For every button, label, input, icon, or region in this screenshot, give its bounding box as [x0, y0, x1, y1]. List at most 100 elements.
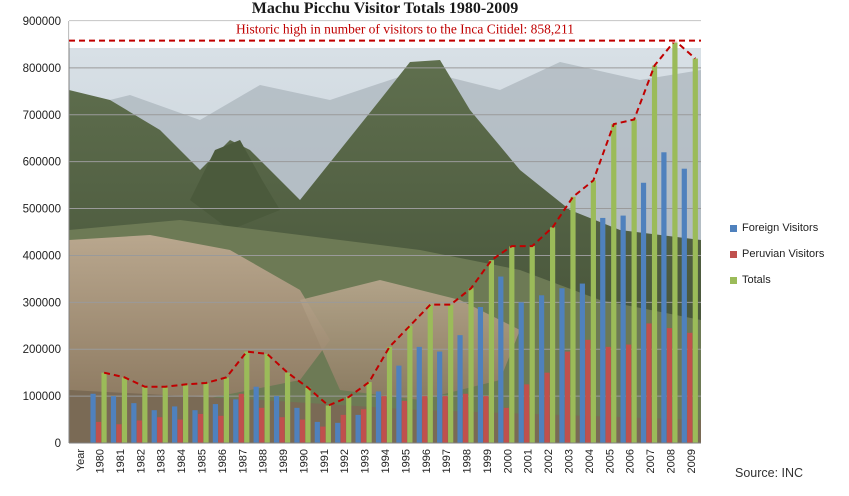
bar-peruvian-visitors — [320, 426, 326, 443]
legend-item-totals: Totals — [730, 270, 824, 290]
bar-foreign-visitors — [90, 393, 96, 443]
x-axis: Year 1980 1981 1982 1983 1984 1985 1986 1987 1988… — [69, 442, 701, 473]
bar-peruvian-visitors — [585, 339, 591, 443]
bar-peruvian-visitors — [401, 400, 407, 443]
bar-foreign-visitors — [457, 335, 463, 443]
x-tick-label: 2008 — [665, 449, 677, 473]
y-tick-label: 300000 — [23, 297, 61, 309]
bar-foreign-visitors — [192, 410, 198, 443]
bar-foreign-visitors — [661, 152, 667, 444]
x-tick-label: 1987 — [237, 449, 249, 473]
bar-foreign-visitors — [477, 307, 484, 443]
bar-foreign-visitors — [538, 295, 545, 443]
bar-peruvian-visitors — [626, 344, 632, 443]
x-tick-label: 2007 — [645, 449, 657, 473]
trend-line — [103, 39, 696, 407]
bar-peruvian-visitors — [116, 424, 122, 443]
bar-totals — [427, 304, 433, 443]
bar-totals — [142, 386, 148, 443]
x-tick-label: 1988 — [258, 449, 270, 473]
bar-totals — [651, 65, 658, 444]
bar-peruvian-visitors — [238, 393, 244, 443]
bar-foreign-visitors — [151, 410, 157, 443]
y-tick-label: 700000 — [23, 110, 61, 122]
legend-item-foreign: Foreign Visitors — [730, 218, 824, 238]
bar-totals — [448, 304, 454, 443]
bar-foreign-visitors — [253, 386, 259, 443]
bar-peruvian-visitors — [95, 421, 102, 443]
x-tick-label: 2003 — [563, 449, 575, 473]
bar-foreign-visitors — [110, 396, 117, 443]
x-tick-label: 1993 — [360, 449, 372, 473]
bar-foreign-visitors — [498, 276, 504, 443]
x-tick-label: 2002 — [543, 449, 555, 473]
bar-foreign-visitors — [314, 421, 320, 443]
bar-foreign-visitors — [212, 404, 219, 443]
legend-label-peruvian: Peruvian Visitors — [742, 248, 825, 260]
bar-foreign-visitors — [640, 182, 647, 443]
bar-foreign-visitors — [335, 422, 341, 443]
source-note: Source: INC — [735, 466, 804, 480]
x-tick-label: 1995 — [400, 449, 412, 473]
bar-totals — [203, 382, 209, 443]
legend: Foreign Visitors Peruvian Visitors Total… — [730, 218, 824, 296]
x-tick-label: 1991 — [319, 449, 331, 473]
bar-peruvian-visitors — [605, 346, 611, 443]
x-tick-label: 1981 — [115, 449, 127, 473]
legend-swatch-foreign — [730, 224, 737, 232]
bar-foreign-visitors — [437, 351, 443, 443]
bar-peruvian-visitors — [462, 393, 469, 443]
bar-foreign-visitors — [294, 407, 300, 443]
bar-totals — [162, 386, 168, 443]
y-tick-label: 600000 — [23, 157, 61, 169]
bar-peruvian-visitors — [442, 396, 448, 443]
x-tick-label: 2000 — [502, 449, 514, 473]
y-tick-label: 0 — [55, 438, 61, 450]
x-tick-label: 2009 — [686, 449, 698, 473]
bar-totals — [672, 40, 678, 444]
bar-foreign-visitors — [131, 403, 137, 443]
bar-totals — [346, 397, 352, 443]
bar-peruvian-visitors — [503, 407, 509, 443]
bar-totals — [223, 377, 230, 443]
bar-foreign-visitors — [233, 399, 239, 443]
bar-peruvian-visitors — [136, 420, 142, 443]
bar-peruvian-visitors — [544, 372, 550, 443]
x-tick-label: 2004 — [584, 449, 596, 473]
x-tick-label: 1986 — [217, 449, 229, 473]
x-axis-title: Year — [75, 449, 87, 472]
legend-item-peruvian: Peruvian Visitors — [730, 244, 824, 264]
legend-swatch-peruvian — [730, 250, 737, 258]
x-tick-label: 1980 — [95, 449, 107, 473]
bar-totals — [631, 119, 637, 443]
bar-peruvian-visitors — [177, 419, 183, 443]
bar-totals — [549, 227, 556, 443]
chart-title: Machu Picchu Visitor Totals 1980-2009 — [251, 0, 519, 17]
bar-foreign-visitors — [681, 168, 687, 443]
bar-foreign-visitors — [559, 288, 565, 443]
bar-totals — [244, 351, 250, 443]
bar-peruvian-visitors — [646, 323, 652, 443]
bar-peruvian-visitors — [197, 413, 204, 443]
x-tick-label: 1994 — [380, 449, 392, 473]
bar-totals — [325, 405, 331, 443]
bar-peruvian-visitors — [564, 351, 571, 443]
x-tick-label: 1984 — [176, 449, 188, 473]
bar-peruvian-visitors — [259, 407, 265, 443]
y-tick-label: 400000 — [23, 250, 61, 262]
bar-totals — [570, 196, 576, 443]
bar-totals — [264, 353, 270, 443]
x-tick-label: 2006 — [625, 449, 637, 473]
annotation-band — [69, 21, 701, 43]
y-tick-label: 800000 — [23, 63, 61, 75]
legend-swatch-totals — [730, 276, 737, 284]
bar-foreign-visitors — [172, 406, 178, 443]
x-tick-label: 1985 — [197, 449, 209, 473]
bar-peruvian-visitors — [381, 396, 387, 443]
bar-totals — [284, 372, 291, 443]
bar-foreign-visitors — [396, 365, 402, 443]
y-tick-label: 500000 — [23, 204, 61, 216]
bar-foreign-visitors — [375, 391, 382, 443]
bar-totals — [692, 58, 698, 444]
x-tick-label: 1996 — [421, 449, 433, 473]
